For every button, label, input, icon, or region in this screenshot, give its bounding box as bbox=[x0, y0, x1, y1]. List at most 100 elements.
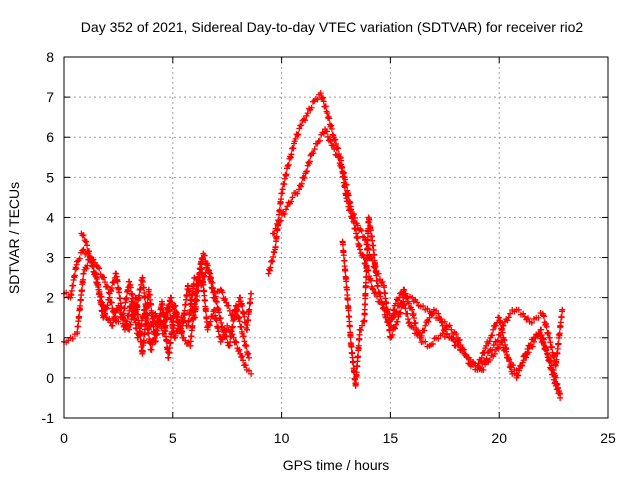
data-point-fill bbox=[320, 98, 327, 105]
data-point bbox=[422, 322, 429, 329]
data-point-fill bbox=[322, 103, 329, 110]
data-point-fill bbox=[345, 307, 352, 314]
data-point-fill bbox=[314, 96, 321, 103]
data-point-fill bbox=[298, 180, 305, 187]
data-point-fill bbox=[372, 262, 379, 269]
data-point-fill bbox=[389, 312, 396, 319]
data-point-fill bbox=[283, 171, 290, 178]
data-point-fill bbox=[270, 253, 277, 260]
data-point-fill bbox=[196, 271, 203, 278]
data-point-fill bbox=[392, 325, 399, 332]
data-point-fill bbox=[130, 308, 137, 315]
data-point-fill bbox=[206, 269, 213, 276]
data-point-fill bbox=[216, 309, 223, 316]
data-point bbox=[409, 294, 416, 301]
data-point bbox=[478, 354, 485, 361]
data-point-fill bbox=[109, 308, 116, 315]
data-point-fill bbox=[177, 325, 184, 332]
data-point-fill bbox=[442, 326, 449, 333]
data-point-fill bbox=[206, 322, 213, 329]
data-point-fill bbox=[68, 287, 75, 294]
data-point-fill bbox=[544, 330, 551, 337]
data-point-fill bbox=[273, 233, 280, 240]
y-tick-label-5: 4 bbox=[46, 209, 54, 225]
data-point-fill bbox=[542, 320, 549, 327]
data-point-fill bbox=[267, 264, 274, 271]
data-point-fill bbox=[316, 137, 323, 144]
data-point-fill bbox=[506, 358, 513, 365]
data-point-fill bbox=[242, 362, 249, 369]
data-point-fill bbox=[362, 279, 369, 286]
data-point-fill bbox=[420, 303, 427, 310]
data-point-fill bbox=[338, 161, 345, 168]
data-point-fill bbox=[383, 300, 390, 307]
data-point-fill bbox=[395, 297, 402, 304]
data-point-fill bbox=[132, 319, 139, 326]
data-point-fill bbox=[540, 340, 547, 347]
data-point-fill bbox=[421, 327, 428, 334]
data-point-fill bbox=[117, 309, 124, 316]
data-point-fill bbox=[501, 336, 508, 343]
data-point-fill bbox=[503, 346, 510, 353]
data-point-fill bbox=[353, 369, 360, 376]
data-point-fill bbox=[343, 278, 350, 285]
data-point-fill bbox=[266, 267, 273, 274]
data-point-fill bbox=[308, 104, 315, 111]
data-point-fill bbox=[359, 233, 366, 240]
data-point-fill bbox=[537, 335, 544, 342]
series-trace-c bbox=[78, 230, 252, 361]
data-point-fill bbox=[80, 232, 87, 239]
data-point-fill bbox=[91, 270, 98, 277]
data-point-fill bbox=[554, 384, 561, 391]
data-point-fill bbox=[331, 137, 338, 144]
data-point-fill bbox=[398, 289, 405, 296]
data-point-fill bbox=[396, 310, 403, 317]
data-point-fill bbox=[290, 145, 297, 152]
data-point bbox=[248, 370, 255, 377]
data-point-fill bbox=[146, 291, 153, 298]
data-point-fill bbox=[366, 216, 373, 223]
data-point-fill bbox=[159, 301, 166, 308]
data-point-fill bbox=[135, 311, 142, 318]
data-point-fill bbox=[219, 289, 226, 296]
data-point-fill bbox=[232, 338, 239, 345]
data-point-fill bbox=[223, 299, 230, 306]
data-point-fill bbox=[288, 151, 295, 158]
data-point-fill bbox=[350, 359, 357, 366]
data-point-fill bbox=[327, 138, 334, 145]
data-point-fill bbox=[168, 329, 175, 336]
data-point-fill bbox=[401, 301, 408, 308]
y-tick-label-9: 8 bbox=[46, 49, 54, 65]
data-point-fill bbox=[246, 306, 253, 313]
data-point-fill bbox=[494, 337, 501, 344]
data-point-fill bbox=[495, 345, 502, 352]
x-tick-label-0: 0 bbox=[60, 430, 68, 446]
data-point-fill bbox=[518, 362, 525, 369]
data-point-fill bbox=[152, 326, 159, 333]
data-point-fill bbox=[296, 125, 303, 132]
data-point-fill bbox=[71, 272, 78, 279]
data-point-fill bbox=[369, 285, 376, 292]
data-point-fill bbox=[543, 323, 550, 330]
data-point-fill bbox=[373, 272, 380, 279]
data-point-fill bbox=[276, 206, 283, 213]
data-point-fill bbox=[162, 322, 169, 329]
data-point-fill bbox=[356, 331, 363, 338]
data-point bbox=[539, 338, 546, 345]
data-point-fill bbox=[189, 322, 196, 329]
data-point-fill bbox=[505, 314, 512, 321]
data-point-fill bbox=[86, 253, 93, 260]
data-point bbox=[304, 110, 311, 117]
plot-frame bbox=[63, 56, 609, 419]
data-point-fill bbox=[69, 335, 76, 342]
data-point-fill bbox=[347, 334, 354, 341]
data-point-fill bbox=[387, 322, 394, 329]
data-point-fill bbox=[523, 351, 530, 358]
data-point-fill bbox=[340, 170, 347, 177]
x-axis-label: GPS time / hours bbox=[283, 457, 390, 473]
data-point-fill bbox=[454, 342, 461, 349]
data-point-fill bbox=[351, 214, 358, 221]
data-point-fill bbox=[170, 303, 177, 310]
data-point-fill bbox=[164, 312, 171, 319]
data-point-fill bbox=[319, 94, 326, 101]
